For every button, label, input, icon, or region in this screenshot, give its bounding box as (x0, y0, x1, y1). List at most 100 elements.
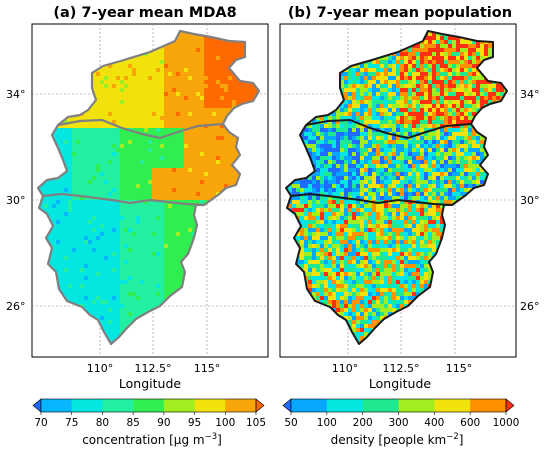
mdaa-cell (252, 288, 257, 293)
mdaa-cell (184, 292, 189, 297)
mdaa-cell (240, 68, 245, 73)
mdaa-cell (44, 228, 49, 233)
mdaa-cell (152, 212, 157, 217)
mdaa-cell (88, 52, 93, 57)
mdaa-cell (260, 40, 264, 44)
mdaa-cell (136, 60, 141, 65)
mdaa-cell (244, 288, 249, 293)
mdaa-cell (244, 284, 249, 289)
mdaa-cell (168, 88, 173, 93)
mdaa-cell (148, 192, 153, 197)
mdaa-cell (108, 312, 113, 317)
mdaa-cell (196, 300, 201, 305)
mdaa-cell (248, 244, 253, 249)
mdaa-cell (88, 308, 93, 313)
mdaa-cell (72, 344, 76, 348)
mdaa-cell (236, 68, 241, 73)
mdaa-cell (96, 140, 101, 145)
mdaa-cell (124, 348, 128, 352)
mdaa-cell (56, 336, 61, 341)
mdaa-cell (224, 236, 229, 241)
mdaa-cell (40, 176, 45, 181)
mdaa-cell (260, 192, 264, 196)
mdaa-cell (120, 232, 125, 237)
mdaa-cell (224, 168, 229, 173)
mdaa-cell (152, 60, 157, 65)
mdaa-cell (40, 228, 45, 233)
mdaa-cell (240, 308, 245, 313)
mdaa-cell (116, 104, 121, 109)
mdaa-cell (108, 124, 113, 129)
mdaa-cell (52, 300, 57, 305)
mdaa-cell (56, 212, 61, 217)
mdaa-cell (88, 164, 93, 169)
mdaa-cell (44, 72, 49, 77)
mdaa-cell (220, 196, 225, 201)
mdaa-cell (228, 84, 233, 89)
mdaa-cell (164, 184, 169, 189)
mdaa-cell (116, 132, 121, 137)
mdaa-cell (44, 312, 49, 317)
mdaa-cell (104, 204, 109, 209)
mdaa-cell (144, 240, 149, 245)
mdaa-cell (260, 312, 264, 316)
mdaa-cell (120, 184, 125, 189)
mdaa-cell (172, 332, 177, 337)
panel-a-yticks: 34° 30° 26° (6, 88, 26, 313)
mdaa-cell (256, 36, 259, 41)
mdaa-cell (88, 304, 93, 309)
mdaa-cell (172, 188, 177, 193)
mdaa-cell (52, 76, 57, 81)
mdaa-cell (224, 108, 229, 113)
mdaa-cell (112, 288, 117, 293)
mdaa-cell (212, 144, 217, 149)
mdaa-cell (116, 36, 121, 41)
mdaa-cell (240, 136, 245, 141)
mdaa-cell (132, 152, 137, 157)
mdaa-cell (52, 132, 57, 137)
mdaa-cell (196, 348, 200, 352)
mdaa-cell (164, 180, 169, 185)
mdaa-cell (128, 36, 133, 41)
mdaa-cell (112, 284, 117, 289)
mdaa-cell (160, 140, 165, 145)
mdaa-cell (244, 168, 249, 173)
mdaa-cell (232, 144, 237, 149)
mdaa-cell (180, 156, 185, 161)
mdaa-cell (228, 292, 233, 297)
mdaa-cell (156, 132, 161, 137)
mdaa-cell (120, 304, 125, 309)
mdaa-cell (224, 136, 229, 141)
mdaa-cell (84, 80, 89, 85)
mdaa-cell (188, 268, 193, 273)
mdaa-cell (196, 88, 201, 93)
mdaa-cell (228, 144, 233, 149)
population-cell (504, 31, 507, 33)
mdaa-cell (116, 224, 121, 229)
mdaa-cell (260, 116, 264, 120)
mdaa-cell (216, 300, 221, 305)
mdaa-cell (256, 60, 259, 65)
mdaa-cell (44, 220, 49, 225)
mdaa-cell (96, 264, 101, 269)
mdaa-cell (152, 124, 157, 129)
mdaa-cell (260, 112, 264, 116)
mdaa-cell (216, 320, 221, 325)
mdaa-cell (56, 208, 61, 213)
mdaa-cell (88, 236, 93, 241)
mdaa-cell (180, 292, 185, 297)
mdaa-cell (236, 280, 241, 285)
mdaa-cell (68, 264, 73, 269)
mdaa-cell (172, 144, 177, 149)
mdaa-cell (100, 256, 105, 261)
mdaa-cell (184, 216, 189, 221)
mdaa-cell (224, 160, 229, 165)
mdaa-cell (156, 288, 161, 293)
mdaa-cell (144, 152, 149, 157)
mdaa-cell (68, 84, 73, 89)
mdaa-cell (208, 172, 213, 177)
mdaa-cell (80, 340, 85, 344)
mdaa-cell (196, 84, 201, 89)
mdaa-cell (184, 332, 189, 337)
mdaa-cell (224, 100, 229, 105)
